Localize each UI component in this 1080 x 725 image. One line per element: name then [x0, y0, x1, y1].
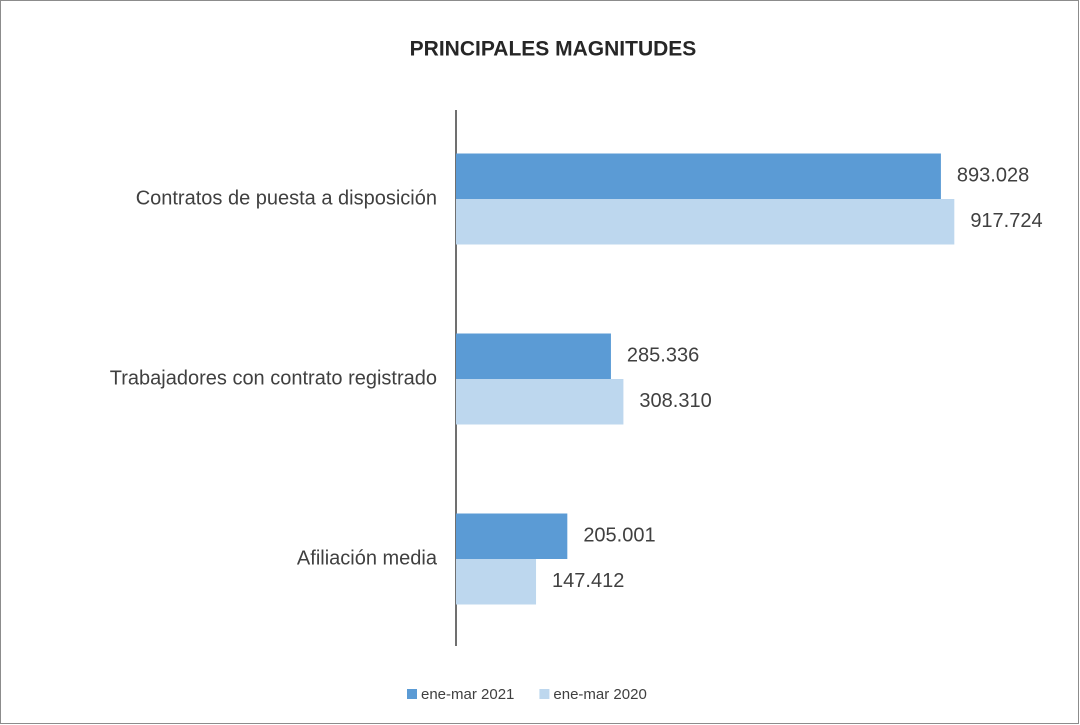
bar: [456, 513, 568, 559]
bar: [456, 379, 624, 425]
value-label: 205.001: [583, 525, 655, 547]
legend-label: ene-mar 2021: [421, 686, 514, 703]
bar: [456, 199, 955, 245]
value-label: 308.310: [639, 390, 711, 412]
value-label: 917.724: [970, 210, 1042, 232]
category-label: Afiliación media: [297, 547, 438, 569]
value-label: 893.028: [957, 165, 1029, 187]
legend-swatch: [407, 689, 417, 699]
value-label: 147.412: [552, 570, 624, 592]
chart-title: PRINCIPALES MAGNITUDES: [410, 38, 697, 61]
category-label: Trabajadores con contrato registrado: [110, 367, 437, 389]
bar: [456, 333, 611, 379]
legend-swatch: [539, 689, 550, 699]
bar: [456, 559, 537, 605]
value-label: 285.336: [627, 345, 699, 367]
category-label: Contratos de puesta a disposición: [136, 187, 437, 209]
bar: [456, 153, 941, 199]
legend-label: ene-mar 2020: [553, 686, 646, 703]
